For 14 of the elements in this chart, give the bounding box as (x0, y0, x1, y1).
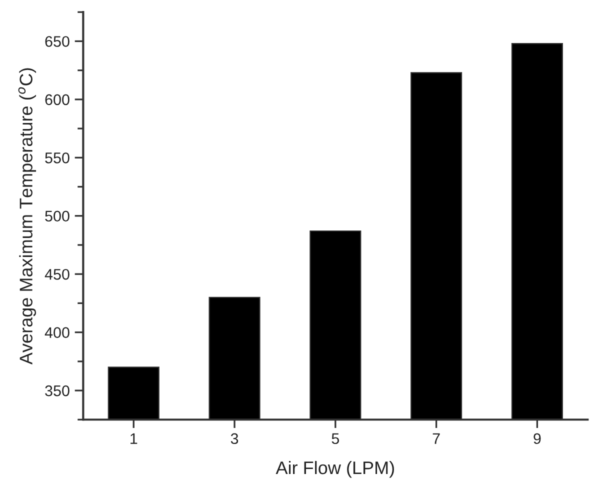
x-tick-label: 5 (332, 433, 340, 444)
y-tick-label: 350 (45, 385, 70, 396)
y-tick-label: 400 (44, 327, 70, 338)
x-tick-label: 7 (432, 433, 440, 444)
x-tick-label: 9 (534, 433, 541, 444)
x-axis-title: Air Flow (LPM) (276, 460, 394, 478)
y-tick-label: 450 (44, 268, 70, 280)
y-tick-label: 600 (45, 94, 70, 106)
y-tick-label: 650 (45, 36, 70, 47)
y-tick-label: 550 (45, 152, 70, 164)
x-tick-label: 3 (230, 433, 238, 444)
y-tick-label: 500 (45, 210, 70, 222)
x-tick-label: 1 (130, 433, 138, 444)
y-axis-title: Average Maximum Temperature ($^{o}$C) (18, 68, 36, 365)
